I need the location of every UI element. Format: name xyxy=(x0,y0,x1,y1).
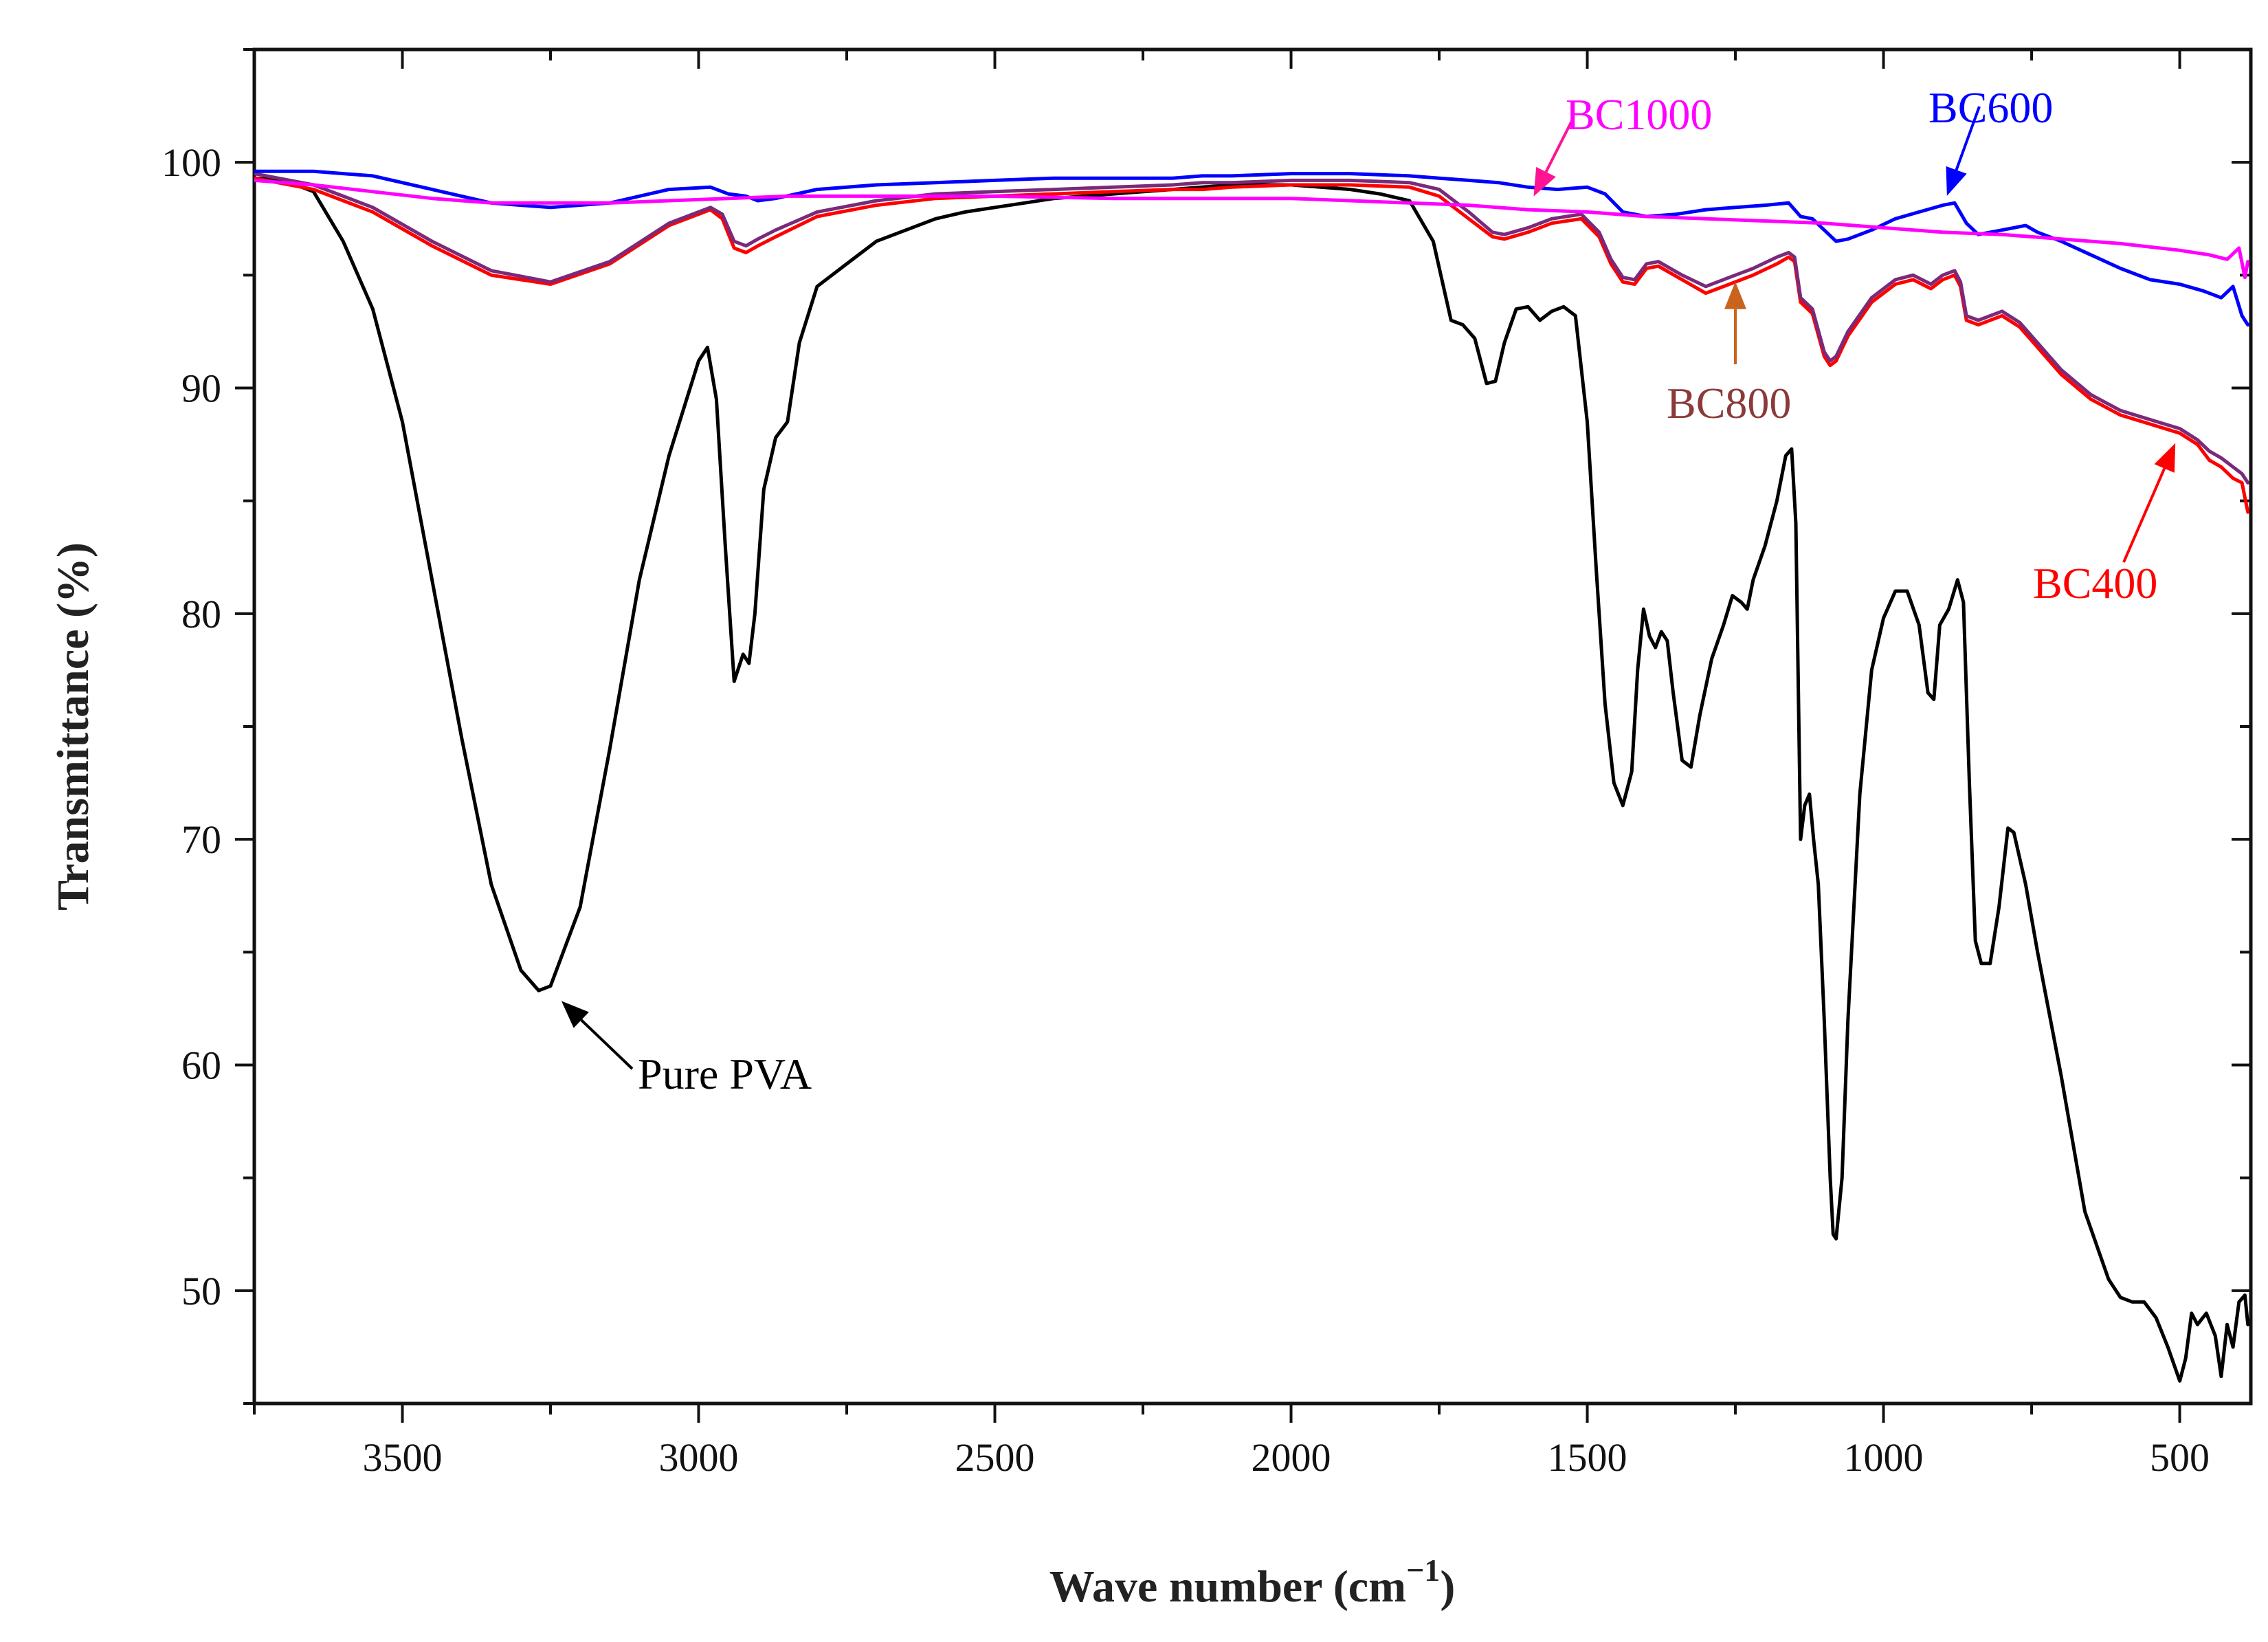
x-tick-label: 1000 xyxy=(1844,1435,1924,1480)
series-layer xyxy=(254,169,2250,1383)
series-line-bc600 xyxy=(254,169,2250,327)
annotation-bc1000: BC1000 xyxy=(1566,90,1712,139)
series-line-pure-pva xyxy=(254,176,2250,1383)
y-tick-label: 80 xyxy=(181,592,221,636)
series-line-bc400 xyxy=(254,176,2250,514)
annotation-bc800: BC800 xyxy=(1667,379,1791,428)
y-tick-label: 100 xyxy=(162,140,221,185)
y-tick-label: 60 xyxy=(181,1043,221,1088)
arrow-head-bc400 xyxy=(2154,443,2176,473)
annotation-bc400: BC400 xyxy=(2033,559,2157,608)
annotation-bc600: BC600 xyxy=(1928,83,2053,132)
x-tick-label: 2000 xyxy=(1252,1435,1331,1480)
x-tick-label: 3500 xyxy=(363,1435,443,1480)
x-tick-label: 3000 xyxy=(659,1435,739,1480)
arrow-shaft-pure-pva xyxy=(580,1019,634,1070)
y-axis-title: Transmittance (%) xyxy=(48,542,98,911)
y-tick-label: 90 xyxy=(181,366,221,411)
y-tick-label: 50 xyxy=(181,1269,221,1313)
x-axis-title-superscript: −1 xyxy=(1406,1553,1440,1588)
arrow-head-pure-pva xyxy=(561,1001,589,1028)
x-axis-title-main: Wave number (cm xyxy=(1049,1562,1406,1612)
arrow-head-bc600 xyxy=(1946,166,1967,196)
arrow-shaft-bc1000 xyxy=(1544,116,1575,173)
arrow-head-bc800 xyxy=(1724,281,1746,309)
annotation-arrows xyxy=(561,106,2176,1070)
plot-frame xyxy=(252,47,2253,1406)
arrow-shaft-bc600 xyxy=(1955,106,1981,170)
x-tick-label: 2500 xyxy=(955,1435,1035,1480)
x-tick-label: 1500 xyxy=(1548,1435,1627,1480)
arrow-shaft-bc400 xyxy=(2122,467,2166,563)
y-tick-label: 70 xyxy=(181,817,221,862)
annotation-pure-pva: Pure PVA xyxy=(638,1050,812,1098)
series-line-bc800 xyxy=(254,172,2250,485)
series-line-bc1000 xyxy=(254,178,2250,280)
x-tick-label: 500 xyxy=(2150,1435,2210,1480)
axis-ticks: 3500 3000 2500 2000 1500 1000 500 50 60 70 80 90 100 xyxy=(162,48,2251,1480)
x-axis-title: Wave number (cm−1) xyxy=(1049,1553,1456,1612)
x-axis-title-close: ) xyxy=(1440,1562,1455,1612)
arrow-head-bc1000 xyxy=(1533,166,1556,197)
